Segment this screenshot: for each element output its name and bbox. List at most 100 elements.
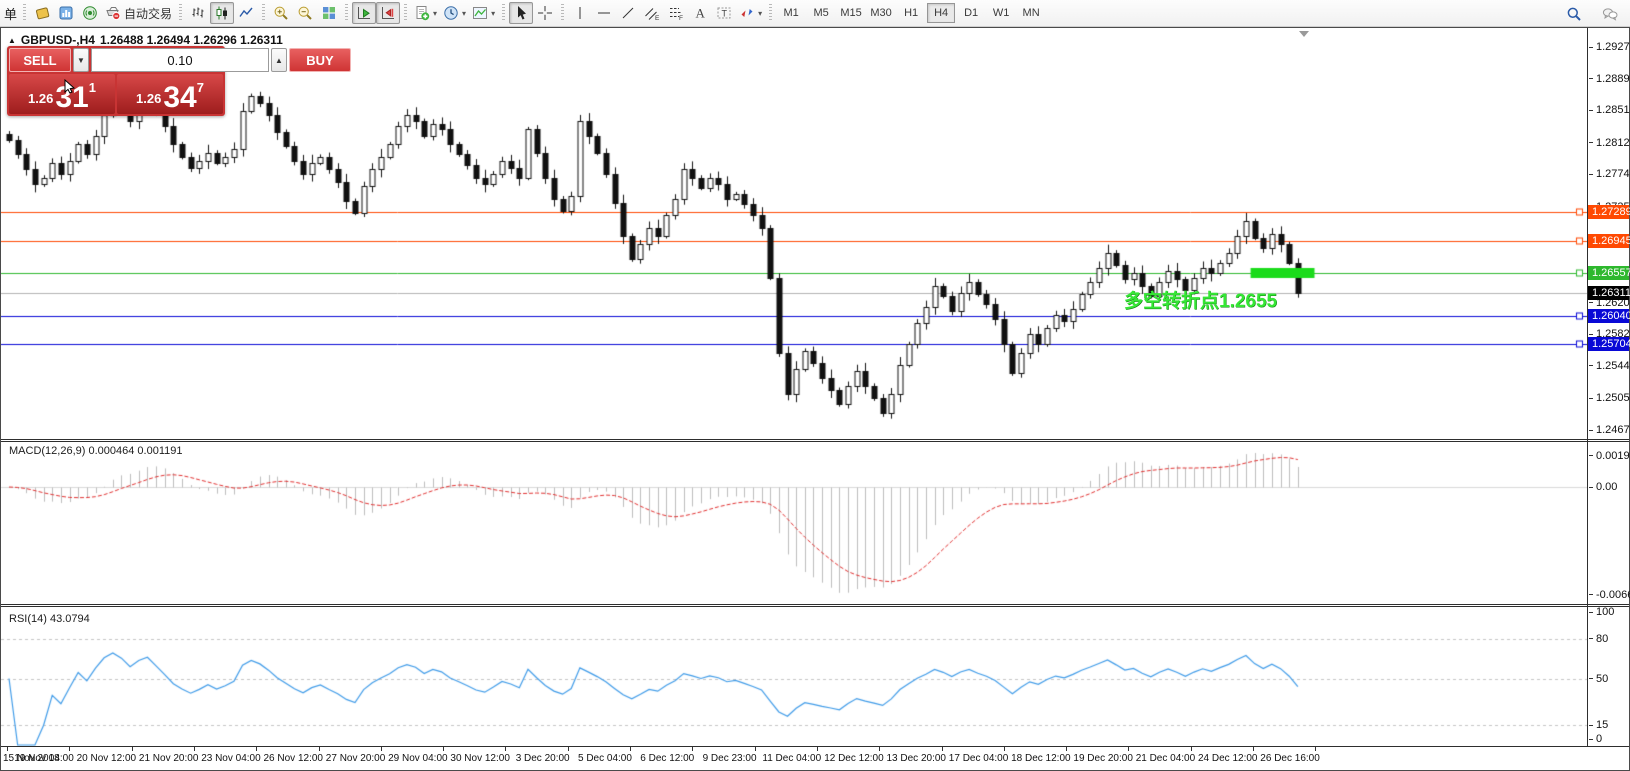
chevron-down-icon[interactable]: ▾ (462, 8, 467, 18)
auto-scroll-icon[interactable] (352, 2, 377, 24)
market-watch-icon[interactable] (54, 2, 78, 24)
svg-text:A: A (696, 6, 706, 21)
timeframe-button-M30[interactable]: M30 (870, 7, 892, 19)
time-axis-label: 21 Nov 20:00 (138, 753, 199, 764)
profile-icon[interactable] (30, 2, 54, 24)
time-axis-label: 11 Dec 04:00 (762, 753, 822, 764)
cursor-icon[interactable] (509, 2, 534, 24)
zoom-in-icon[interactable] (269, 2, 293, 24)
time-axis-tick (879, 747, 881, 751)
rsi-panel-canvas[interactable] (1, 607, 1587, 746)
time-axis-tick (567, 747, 569, 751)
time-axis-tick (941, 747, 943, 751)
price-level-tag: 1.26311 (1588, 286, 1630, 301)
webinar-icon[interactable] (78, 2, 102, 24)
equidistant-channel-icon[interactable]: E (640, 2, 664, 24)
timeframe-button-D1[interactable]: D1 (964, 7, 979, 19)
timeframe-button-H1[interactable]: H1 (904, 7, 919, 19)
chat-icon[interactable] (1598, 3, 1622, 25)
line-chart-icon[interactable] (234, 2, 258, 24)
sell-price-box[interactable]: 1.26 31 1 (9, 74, 115, 114)
autotrade-button[interactable]: 自动交易 (102, 2, 175, 24)
arrows-icon[interactable]: ▾ (736, 2, 765, 24)
macd-panel-canvas[interactable] (1, 442, 1587, 604)
macd-axis-tick: 0.001915 (1589, 450, 1630, 462)
timeframe-button-MN[interactable]: MN (1022, 7, 1040, 19)
new-order-button-label[interactable]: 单 (4, 6, 18, 22)
toolbar-grip (23, 4, 27, 22)
chart-text-annotation[interactable]: 多空转折点1.2655 (1124, 291, 1278, 312)
horizontal-line-icon[interactable] (592, 2, 616, 24)
crosshair-icon[interactable] (533, 2, 557, 24)
one-click-trading-panel: SELL ▼ ▲ BUY 1.26 31 1 1.26 34 7 (7, 46, 351, 116)
panel-separator[interactable] (1, 604, 1629, 607)
rsi-axis-tick: 15 (1589, 719, 1608, 731)
price-axis-tick: 1.25050 (1589, 392, 1630, 404)
tile-windows-icon[interactable] (317, 2, 341, 24)
fibonacci-icon[interactable]: F (664, 2, 688, 24)
time-axis-label: 20 Nov 12:00 (76, 753, 137, 764)
chevron-down-icon[interactable]: ▾ (758, 8, 763, 18)
panel-separator[interactable] (1, 439, 1629, 442)
search-icon[interactable] (1562, 3, 1586, 25)
timeframe-button-H4[interactable]: H4 (927, 3, 956, 23)
chevron-down-icon[interactable]: ▾ (433, 8, 438, 18)
chart-window[interactable]: ▲ GBPUSD-,H4 1.26488 1.26494 1.26296 1.2… (0, 27, 1630, 771)
candlestick-chart-icon[interactable] (210, 2, 235, 24)
time-axis-label: 30 Nov 12:00 (450, 753, 510, 764)
time-axis-label: 3 Dec 20:00 (515, 753, 570, 764)
chevron-down-icon[interactable]: ▾ (491, 8, 496, 18)
toolbar-grip (262, 4, 266, 22)
volume-input[interactable] (91, 48, 269, 72)
time-axis-label: 21 Dec 04:00 (1135, 753, 1196, 764)
sell-button[interactable]: SELL (9, 48, 71, 72)
indicators-icon[interactable]: ▾ (411, 2, 440, 24)
time-axis-label: 19 Dec 20:00 (1073, 753, 1133, 764)
buy-button[interactable]: BUY (289, 48, 351, 72)
bar-chart-icon[interactable] (186, 2, 210, 24)
macd-axis-tick: -0.006659 (1589, 589, 1630, 601)
toolbar-grip (345, 4, 349, 22)
time-axis-label: 17 Dec 04:00 (948, 753, 1009, 764)
timeframe-button-M15[interactable]: M15 (840, 7, 862, 19)
time-axis-tick (505, 747, 507, 751)
price-level-tag: 1.25704 (1588, 336, 1630, 351)
time-axis-tick (193, 747, 195, 751)
time-axis-label: 15 Nov 2018 (3, 753, 60, 764)
vertical-line-icon[interactable] (568, 2, 592, 24)
periods-icon[interactable]: ▾ (440, 2, 469, 24)
buy-price-pipette: 7 (196, 80, 204, 95)
timeframe-button-M1[interactable]: M1 (783, 7, 799, 19)
price-axis-tick: 1.28510 (1589, 104, 1630, 116)
macd-label: MACD(12,26,9) 0.000464 0.001191 (9, 445, 183, 457)
timeframe-button-M5[interactable]: M5 (813, 7, 829, 19)
zoom-out-icon[interactable] (293, 2, 317, 24)
main-toolbar: 单 自动交易 ▾ ▾ ▾ E F A T ▾ M1 M5 M15 M30 H1 H4 D1 W1 MN (0, 0, 1630, 27)
trendline-icon[interactable] (616, 2, 640, 24)
text-icon[interactable]: A (688, 2, 712, 24)
chart-shift-icon[interactable] (376, 2, 401, 24)
volume-increase-button[interactable]: ▲ (271, 48, 287, 72)
time-axis-tick (1066, 747, 1068, 751)
timeframe-button-W1[interactable]: W1 (992, 7, 1010, 19)
toolbar-grip (502, 4, 506, 22)
time-axis-tick (131, 747, 133, 751)
volume-decrease-button[interactable]: ▼ (73, 48, 89, 72)
price-axis-tick: 1.28120 (1589, 137, 1630, 149)
buy-price-box[interactable]: 1.26 34 7 (117, 74, 223, 114)
text-label-icon[interactable]: T (712, 2, 736, 24)
price-chart-canvas[interactable] (1, 28, 1587, 439)
rsi-axis-tick: 80 (1589, 633, 1608, 645)
time-axis-tick (443, 747, 445, 751)
templates-icon[interactable]: ▾ (469, 2, 498, 24)
svg-text:E: E (655, 15, 660, 21)
time-axis-label: 29 Nov 04:00 (388, 753, 448, 764)
time-axis-tick (256, 747, 258, 751)
rsi-label: RSI(14) 43.0794 (9, 613, 90, 625)
time-axis-border (1, 746, 1629, 747)
chart-shift-marker-icon[interactable] (1299, 31, 1309, 37)
time-axis-label: 26 Dec 16:00 (1260, 753, 1320, 764)
price-level-tag: 1.26945 (1588, 233, 1630, 248)
sell-price-pipette: 1 (88, 80, 96, 95)
